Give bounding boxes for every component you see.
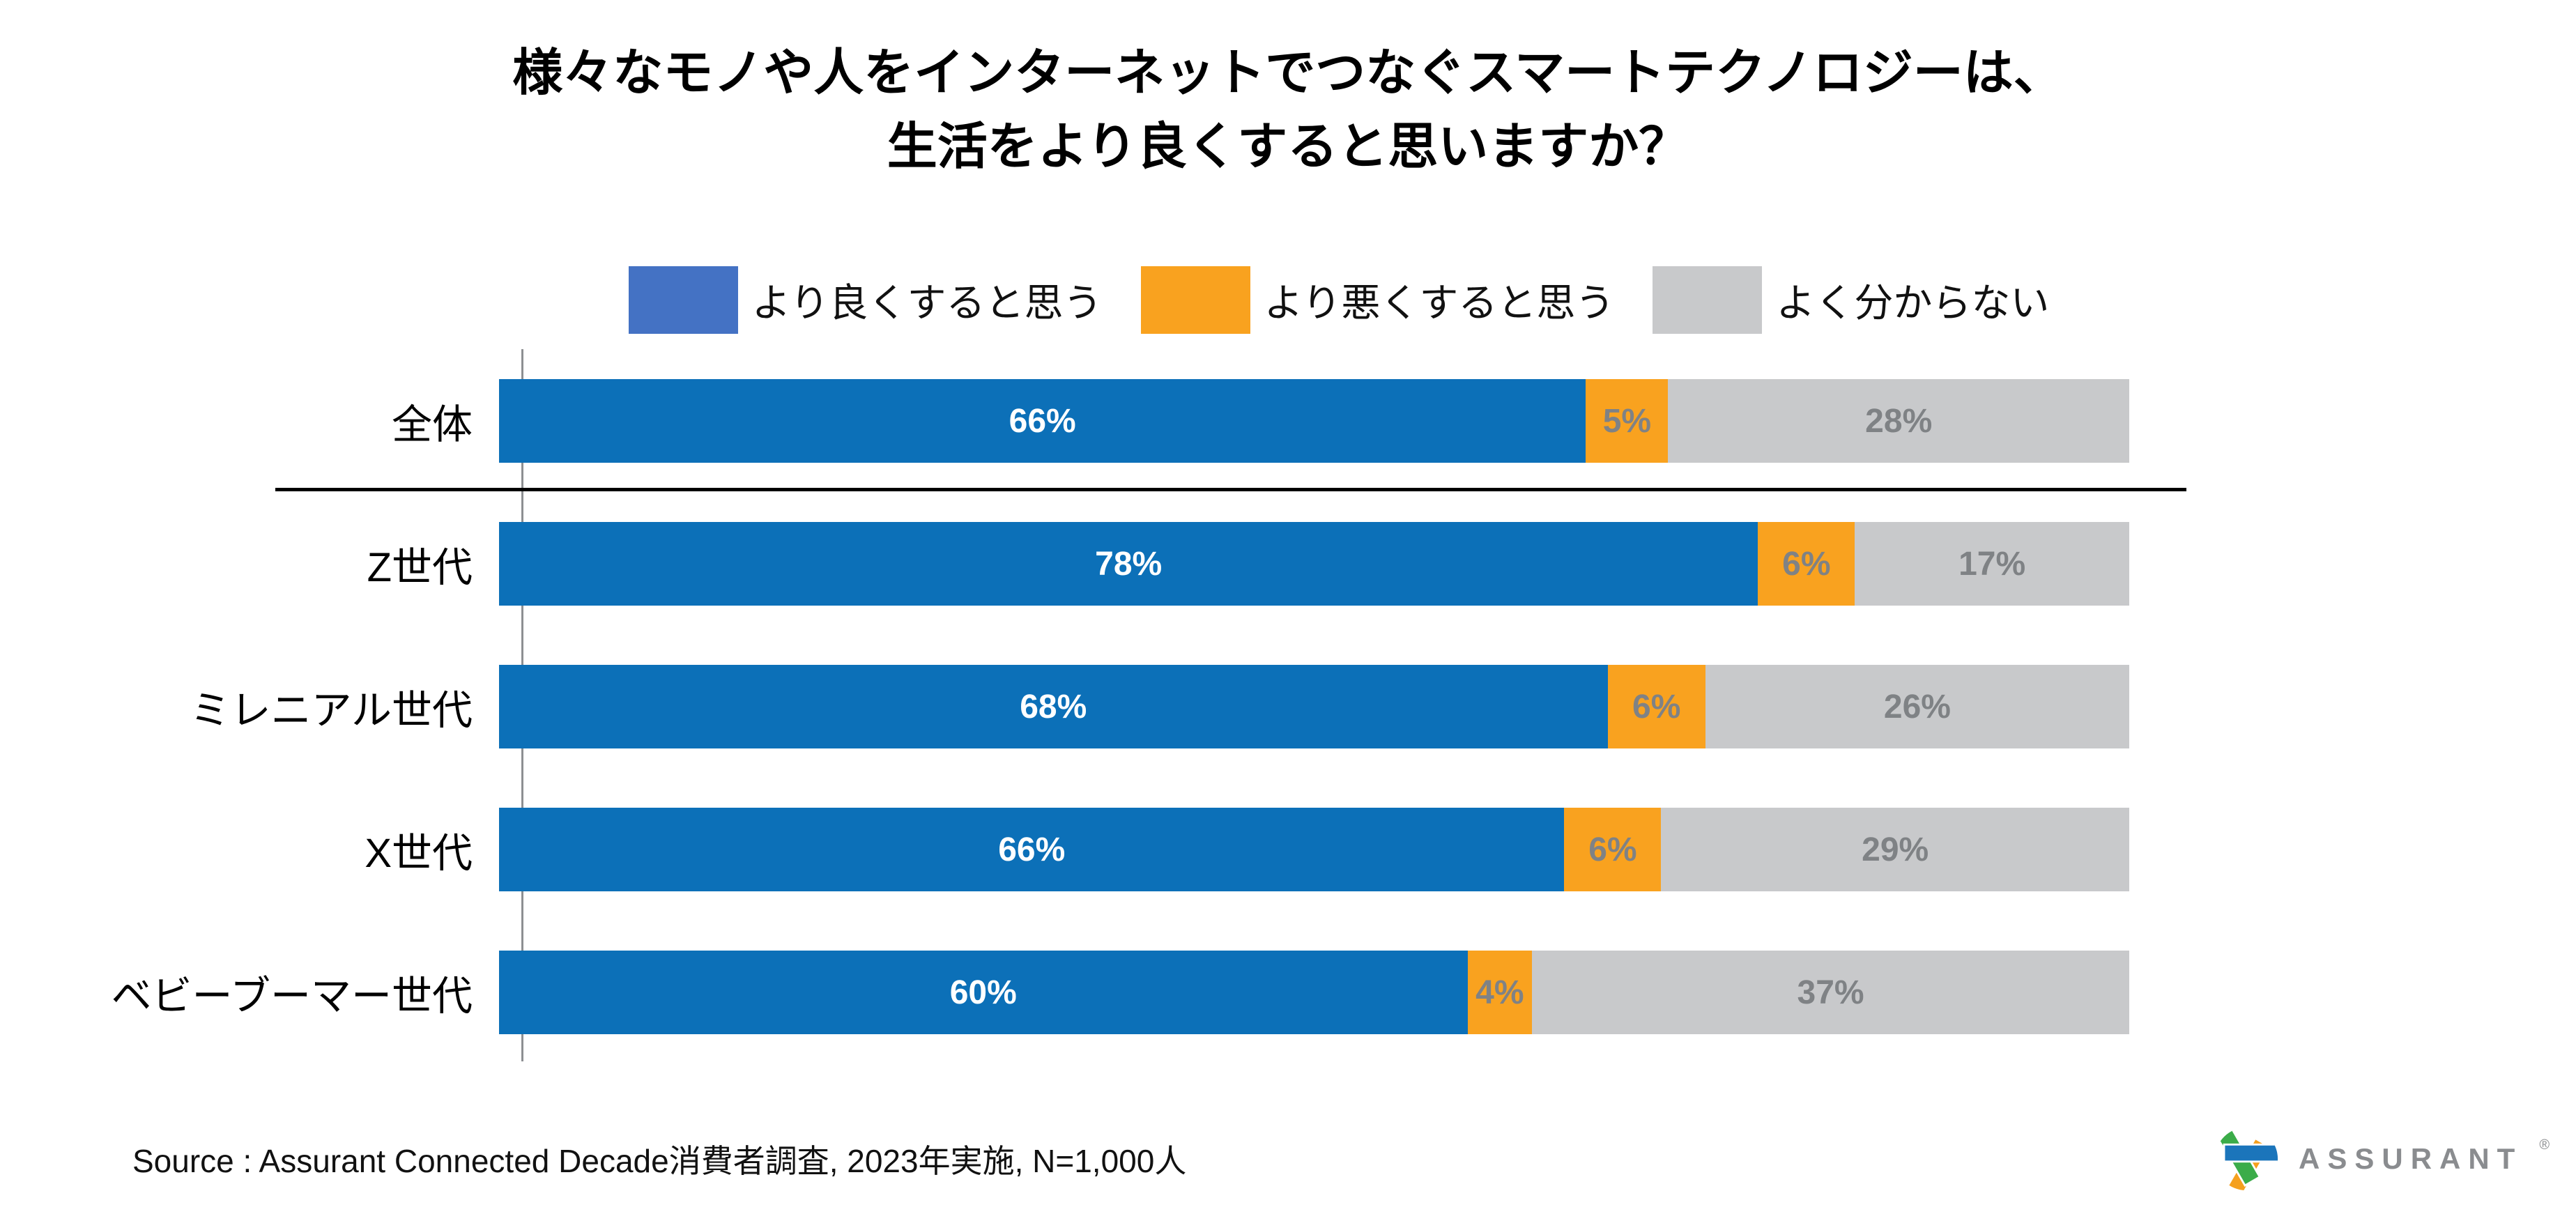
legend-item-better: より良くすると思う	[628, 266, 1103, 334]
assurant-emblem-icon	[2214, 1127, 2278, 1191]
assurant-logo: ASSURANT ®	[2214, 1126, 2550, 1192]
registered-mark: ®	[2539, 1137, 2550, 1153]
bar-segment-better: 68%	[499, 665, 1608, 748]
bar-segment-unknown: 28%	[1668, 379, 2129, 463]
bar-segment-unknown: 37%	[1532, 951, 2129, 1034]
chart-title: 様々なモノや人をインターネットでつなぐスマートテクノロジーは、 生活をより良くす…	[0, 36, 2576, 184]
bar-value-label: 28%	[1865, 402, 1933, 440]
category-label: 全体	[391, 402, 473, 447]
chart-row: 全体 66% 5% 28%	[0, 379, 2576, 463]
chart-row: X世代 66% 6% 29%	[0, 808, 2576, 891]
logo-text: ASSURANT	[2299, 1142, 2523, 1175]
bar-value-label: 29%	[1862, 831, 1929, 868]
overall-separator-line	[275, 488, 2186, 491]
chart-title-line2: 生活をより良くすると思いますか？	[887, 119, 1689, 175]
bar-segment-worse: 4%	[1467, 951, 1533, 1034]
bar-value-label: 66%	[998, 831, 1066, 868]
bar-segment-worse: 5%	[1586, 379, 1669, 463]
chart-row: ベビーブーマー世代 60% 4% 37%	[0, 951, 2576, 1034]
category-label: X世代	[365, 831, 473, 876]
bar-segment-unknown: 29%	[1661, 808, 2129, 891]
legend-swatch	[1653, 266, 1763, 334]
chart-title-line1: 様々なモノや人をインターネットでつなぐスマートテクノロジーは、	[512, 45, 2064, 101]
bar-track: 66% 5% 28%	[499, 379, 2129, 463]
source-note: Source : Assurant Connected Decade消費者調査,…	[132, 1143, 1187, 1179]
bar-value-label: 68%	[1020, 688, 1087, 725]
bar-segment-unknown: 17%	[1855, 522, 2129, 606]
bar-value-label: 26%	[1883, 688, 1951, 725]
chart-rows: 全体 66% 5% 28% Z世代 78% 6% 17% ミレニアル世代 68% 6% 26% X世代 6…	[0, 379, 2576, 1093]
bar-segment-better: 66%	[499, 808, 1565, 891]
legend-label: より良くすると思う	[751, 281, 1103, 325]
bar-segment-better: 78%	[499, 522, 1758, 606]
bar-segment-worse: 6%	[1564, 808, 1662, 891]
legend-label: より悪くすると思う	[1264, 281, 1615, 325]
legend-swatch	[628, 266, 738, 334]
bar-value-label: 5%	[1602, 402, 1652, 440]
bar-value-label: 78%	[1095, 545, 1163, 583]
legend: より良くすると思う より悪くすると思う よく分からない	[523, 266, 2154, 334]
bar-value-label: 37%	[1797, 974, 1864, 1011]
bar-track: 60% 4% 37%	[499, 951, 2129, 1034]
bar-segment-worse: 6%	[1607, 665, 1705, 748]
bar-value-label: 60%	[949, 974, 1017, 1011]
legend-item-unknown: よく分からない	[1653, 266, 2049, 334]
bar-segment-better: 60%	[499, 951, 1468, 1034]
legend-item-worse: より悪くすると思う	[1140, 266, 1615, 334]
chart-row: Z世代 78% 6% 17%	[0, 522, 2576, 606]
bar-value-label: 17%	[1958, 545, 2026, 583]
bar-segment-better: 66%	[499, 379, 1586, 463]
bar-value-label: 6%	[1632, 688, 1681, 725]
bar-track: 66% 6% 29%	[499, 808, 2129, 891]
bar-segment-worse: 6%	[1758, 522, 1855, 606]
bar-value-label: 66%	[1009, 402, 1076, 440]
bar-track: 78% 6% 17%	[499, 522, 2129, 606]
bar-track: 68% 6% 26%	[499, 665, 2129, 748]
chart-row: ミレニアル世代 68% 6% 26%	[0, 665, 2576, 748]
legend-swatch	[1140, 266, 1250, 334]
category-label: ベビーブーマー世代	[111, 974, 473, 1019]
category-label: Z世代	[367, 545, 473, 590]
bar-segment-unknown: 26%	[1705, 665, 2129, 748]
bar-value-label: 4%	[1475, 974, 1524, 1011]
bar-value-label: 6%	[1782, 545, 1831, 583]
bar-value-label: 6%	[1588, 831, 1637, 868]
legend-label: よく分からない	[1776, 281, 2050, 325]
category-label: ミレニアル世代	[190, 688, 473, 733]
